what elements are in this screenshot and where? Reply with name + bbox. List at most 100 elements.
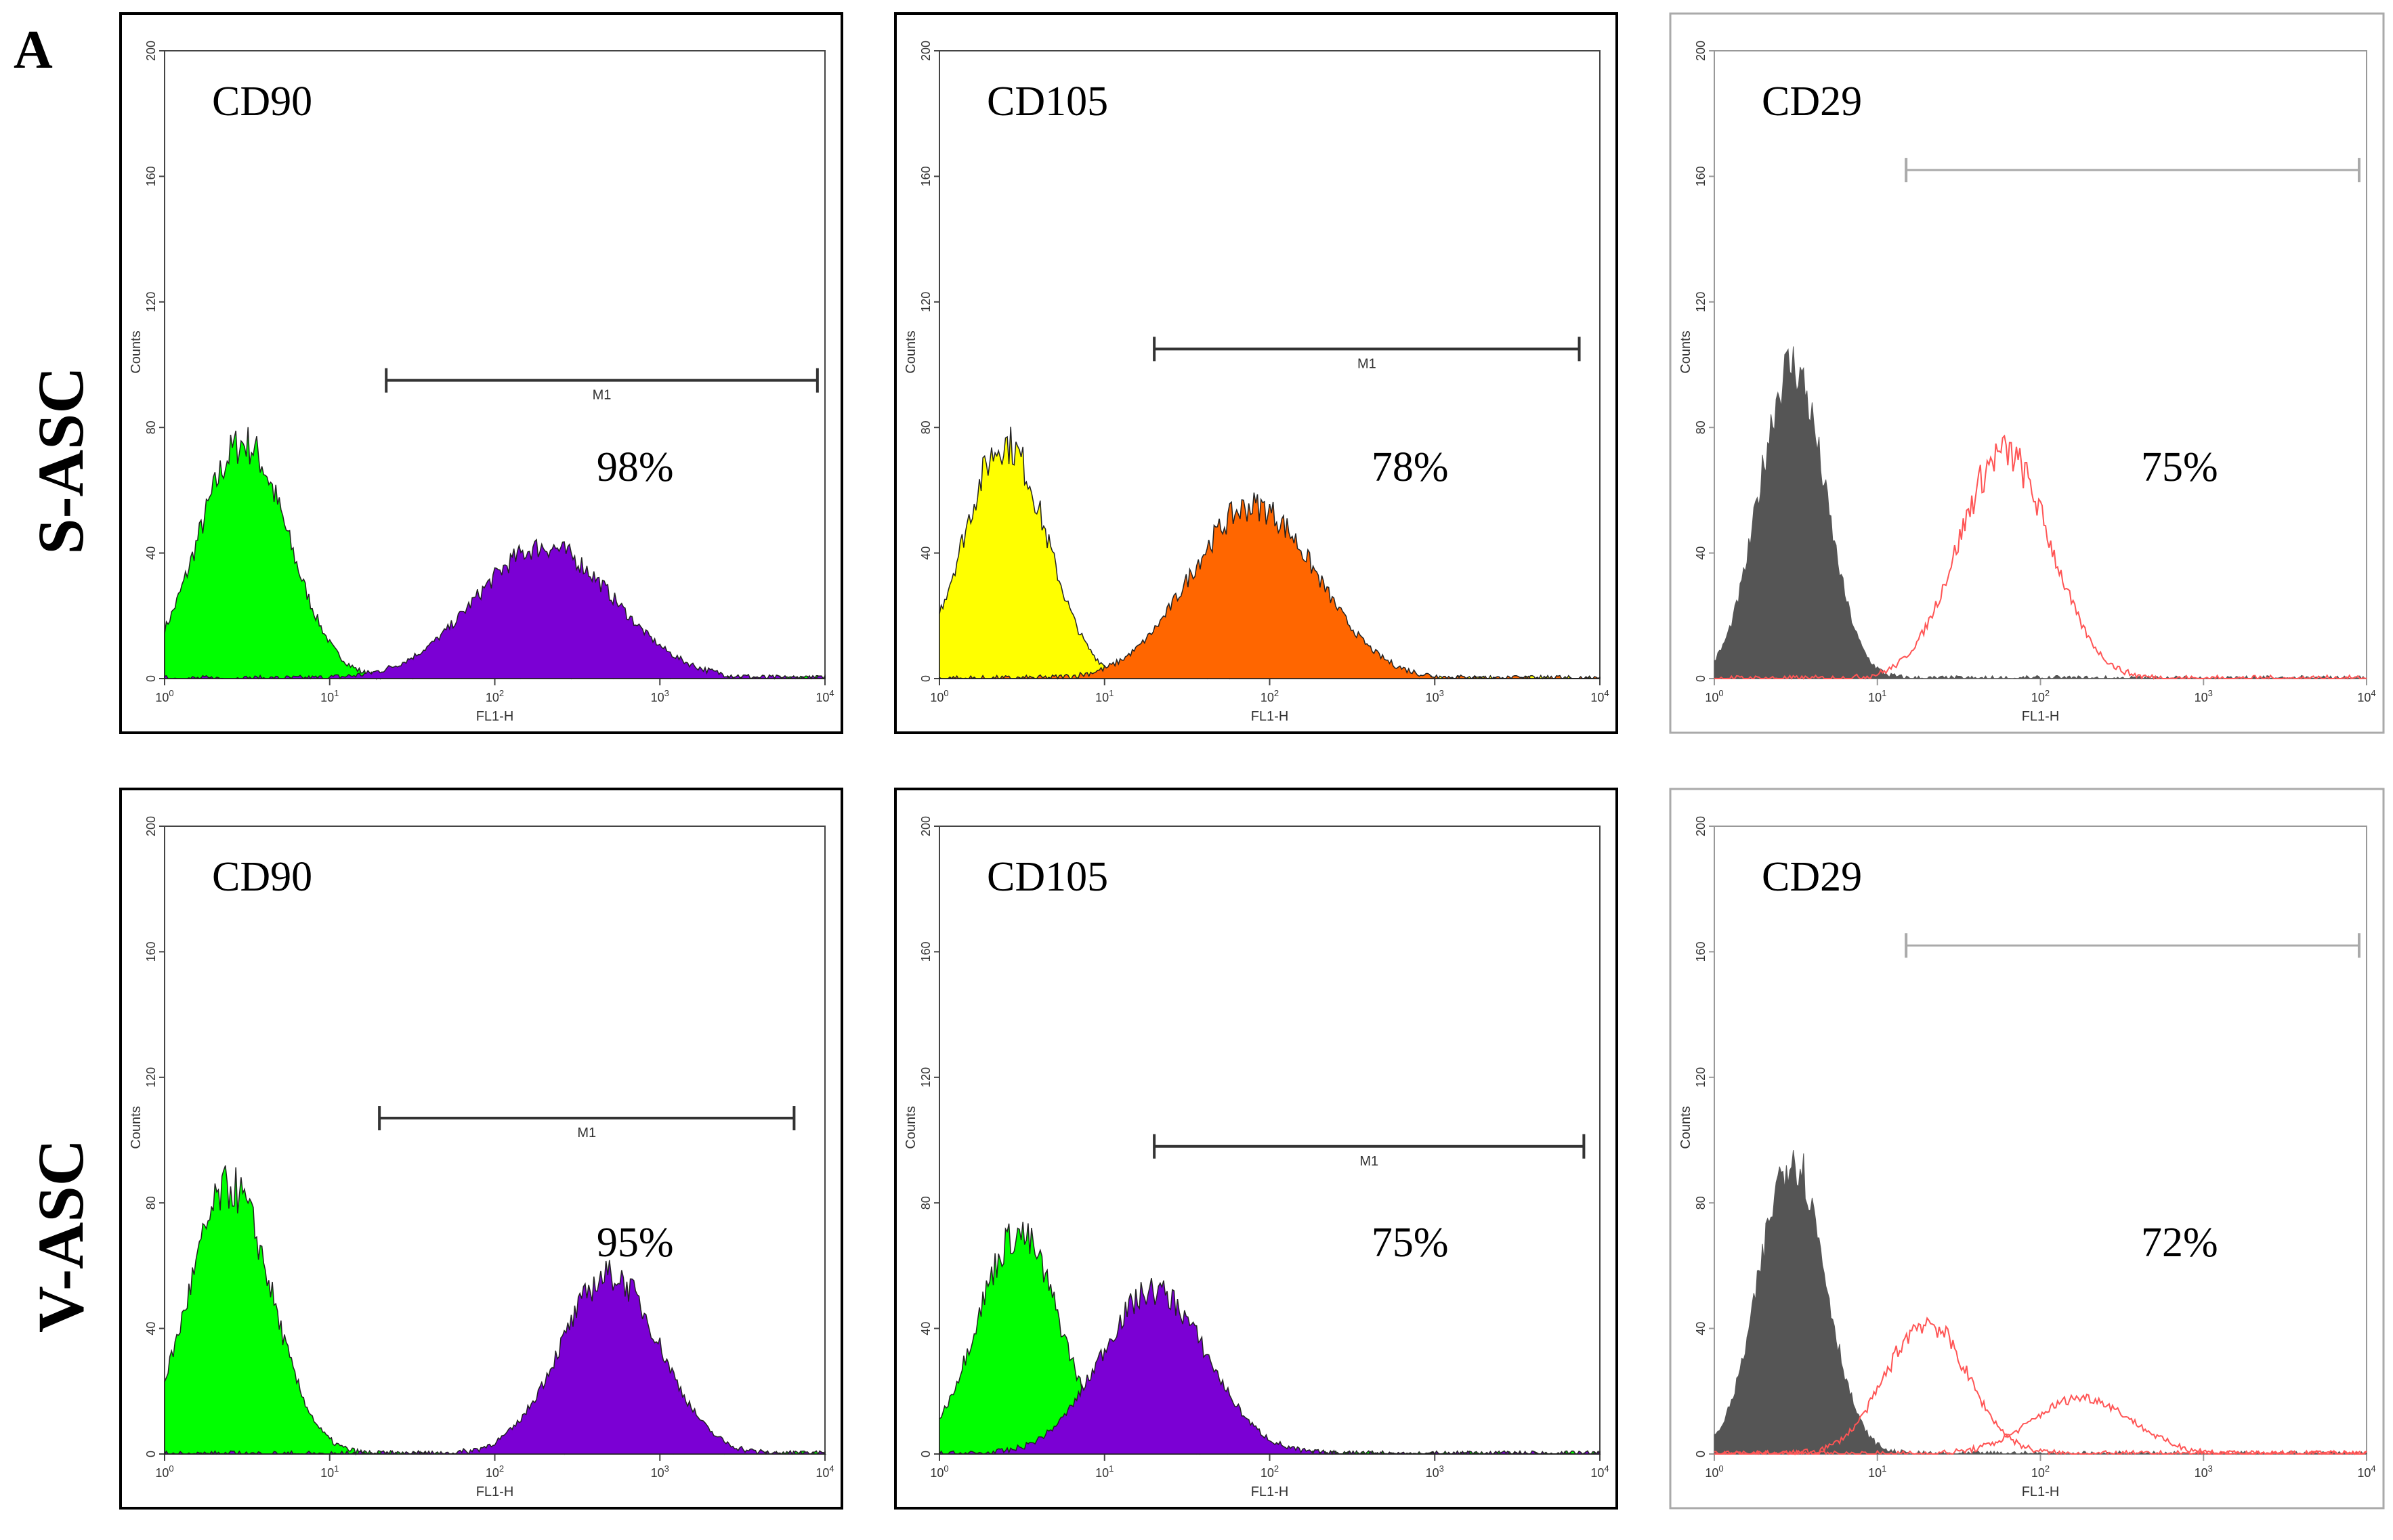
histogram-stained-shoulder (1714, 1393, 2367, 1455)
x-tick-label: 103 (2195, 1463, 2213, 1480)
histogram-panel-4: 100 101 102 103 104 0 40 80 120 160 200 FL1-H Counts… (119, 788, 843, 1510)
x-tick-label: 103 (2195, 688, 2213, 704)
y-tick-label: 120 (144, 1067, 158, 1088)
histogram-stained (938, 1278, 1601, 1455)
y-tick-label: 40 (919, 547, 933, 560)
y-tick-label: 0 (144, 675, 158, 682)
positive-percentage: 75% (2141, 444, 2218, 490)
y-tick-label: 0 (144, 1451, 158, 1457)
y-tick-label: 120 (919, 292, 933, 312)
x-tick-label: 100 (930, 1463, 948, 1480)
x-axis-label: FL1-H (2022, 709, 2060, 724)
y-tick-label: 160 (144, 166, 158, 186)
y-axis-label: Counts (904, 330, 918, 373)
y-tick-label: 80 (1694, 421, 1708, 434)
positive-percentage: 75% (1372, 1220, 1449, 1266)
panel-letter: A (14, 20, 53, 80)
x-tick-label: 102 (1261, 688, 1279, 704)
marker-title: CD90 (212, 854, 312, 900)
marker-title: CD29 (1762, 854, 1862, 900)
x-tick-label: 101 (1095, 688, 1114, 704)
y-tick-label: 80 (144, 421, 158, 434)
y-tick-label: 0 (1694, 675, 1708, 682)
y-tick-label: 0 (919, 1451, 933, 1457)
x-tick-label: 103 (1426, 1463, 1444, 1480)
y-tick-label: 200 (919, 41, 933, 61)
y-tick-label: 160 (919, 166, 933, 186)
y-tick-label: 200 (144, 41, 158, 61)
x-tick-label: 104 (816, 688, 834, 704)
row-label-v-asc: V-ASC (24, 1139, 97, 1333)
y-tick-label: 120 (1694, 1067, 1708, 1088)
positive-percentage: 78% (1372, 444, 1449, 490)
x-axis-label: FL1-H (1251, 709, 1289, 724)
marker-title: CD90 (212, 79, 312, 125)
y-tick-label: 160 (919, 941, 933, 962)
positive-percentage: 95% (597, 1220, 674, 1266)
x-tick-label: 100 (930, 688, 948, 704)
x-tick-label: 104 (816, 1463, 834, 1480)
x-tick-label: 100 (1705, 688, 1723, 704)
x-tick-label: 104 (2357, 688, 2375, 704)
y-axis-label: Counts (1678, 1106, 1693, 1149)
histogram-panel-3: 100 101 102 103 104 0 40 80 120 160 200 FL1-H Counts… (1669, 12, 2385, 734)
y-tick-label: 80 (919, 1196, 933, 1210)
x-axis-label: FL1-H (1251, 1484, 1289, 1499)
y-tick-label: 40 (1694, 1322, 1708, 1335)
y-tick-label: 0 (1694, 1451, 1708, 1457)
x-tick-label: 103 (1426, 688, 1444, 704)
gate-label: M1 (577, 1126, 596, 1140)
x-tick-label: 102 (1261, 1463, 1279, 1480)
gate-label: M1 (1359, 1154, 1378, 1169)
y-tick-label: 40 (144, 1322, 158, 1335)
positive-percentage: 98% (597, 444, 674, 490)
x-tick-label: 102 (2031, 688, 2050, 704)
y-tick-label: 40 (144, 547, 158, 560)
histogram-panels: 100 101 102 103 104 0 40 80 120 160 200 FL1-H Counts… (119, 12, 2385, 1510)
x-axis-label: FL1-H (2022, 1484, 2060, 1499)
y-axis-label: Counts (1678, 330, 1693, 373)
histogram-stained (1714, 434, 2367, 680)
y-tick-label: 80 (144, 1196, 158, 1210)
y-tick-label: 200 (919, 816, 933, 836)
x-tick-label: 104 (1590, 1463, 1609, 1480)
y-tick-label: 80 (919, 421, 933, 434)
y-tick-label: 200 (144, 816, 158, 836)
row-label-s-asc: S-ASC (24, 366, 97, 554)
x-tick-label: 103 (651, 688, 669, 704)
y-tick-label: 160 (1694, 941, 1708, 962)
x-tick-label: 100 (155, 688, 173, 704)
x-tick-label: 101 (1095, 1463, 1114, 1480)
x-tick-label: 100 (1705, 1463, 1723, 1480)
histogram-stained (164, 538, 826, 680)
marker-title: CD105 (987, 854, 1108, 900)
y-tick-label: 160 (144, 941, 158, 962)
x-tick-label: 104 (2357, 1463, 2375, 1480)
y-tick-label: 200 (1694, 816, 1708, 836)
y-tick-label: 120 (1694, 292, 1708, 312)
gate-label: M1 (1357, 356, 1376, 371)
marker-title: CD105 (987, 79, 1108, 125)
x-tick-label: 101 (1868, 688, 1886, 704)
gate-label: M1 (593, 388, 612, 403)
x-axis-label: FL1-H (476, 1484, 514, 1499)
histogram-stained (163, 1260, 826, 1455)
x-axis-label: FL1-H (476, 709, 514, 724)
histogram-panel-1: 100 101 102 103 104 0 40 80 120 160 200 FL1-H Counts… (119, 12, 843, 734)
y-axis-label: Counts (129, 330, 144, 373)
y-tick-label: 120 (919, 1067, 933, 1088)
histogram-panel-5: 100 101 102 103 104 0 40 80 120 160 200 FL1-H Counts… (894, 788, 1618, 1510)
x-tick-label: 103 (651, 1463, 669, 1480)
y-tick-label: 200 (1694, 41, 1708, 61)
y-tick-label: 120 (144, 292, 158, 312)
histogram-panel-2: 100 101 102 103 104 0 40 80 120 160 200 FL1-H Counts… (894, 12, 1618, 734)
y-axis-label: Counts (904, 1106, 918, 1149)
marker-title: CD29 (1762, 79, 1862, 125)
x-tick-label: 101 (1868, 1463, 1886, 1480)
x-tick-label: 102 (486, 688, 504, 704)
x-tick-label: 101 (320, 688, 339, 704)
x-tick-label: 102 (486, 1463, 504, 1480)
histogram-panel-6: 100 101 102 103 104 0 40 80 120 160 200 FL1-H Counts… (1669, 788, 2385, 1510)
x-tick-label: 101 (320, 1463, 339, 1480)
